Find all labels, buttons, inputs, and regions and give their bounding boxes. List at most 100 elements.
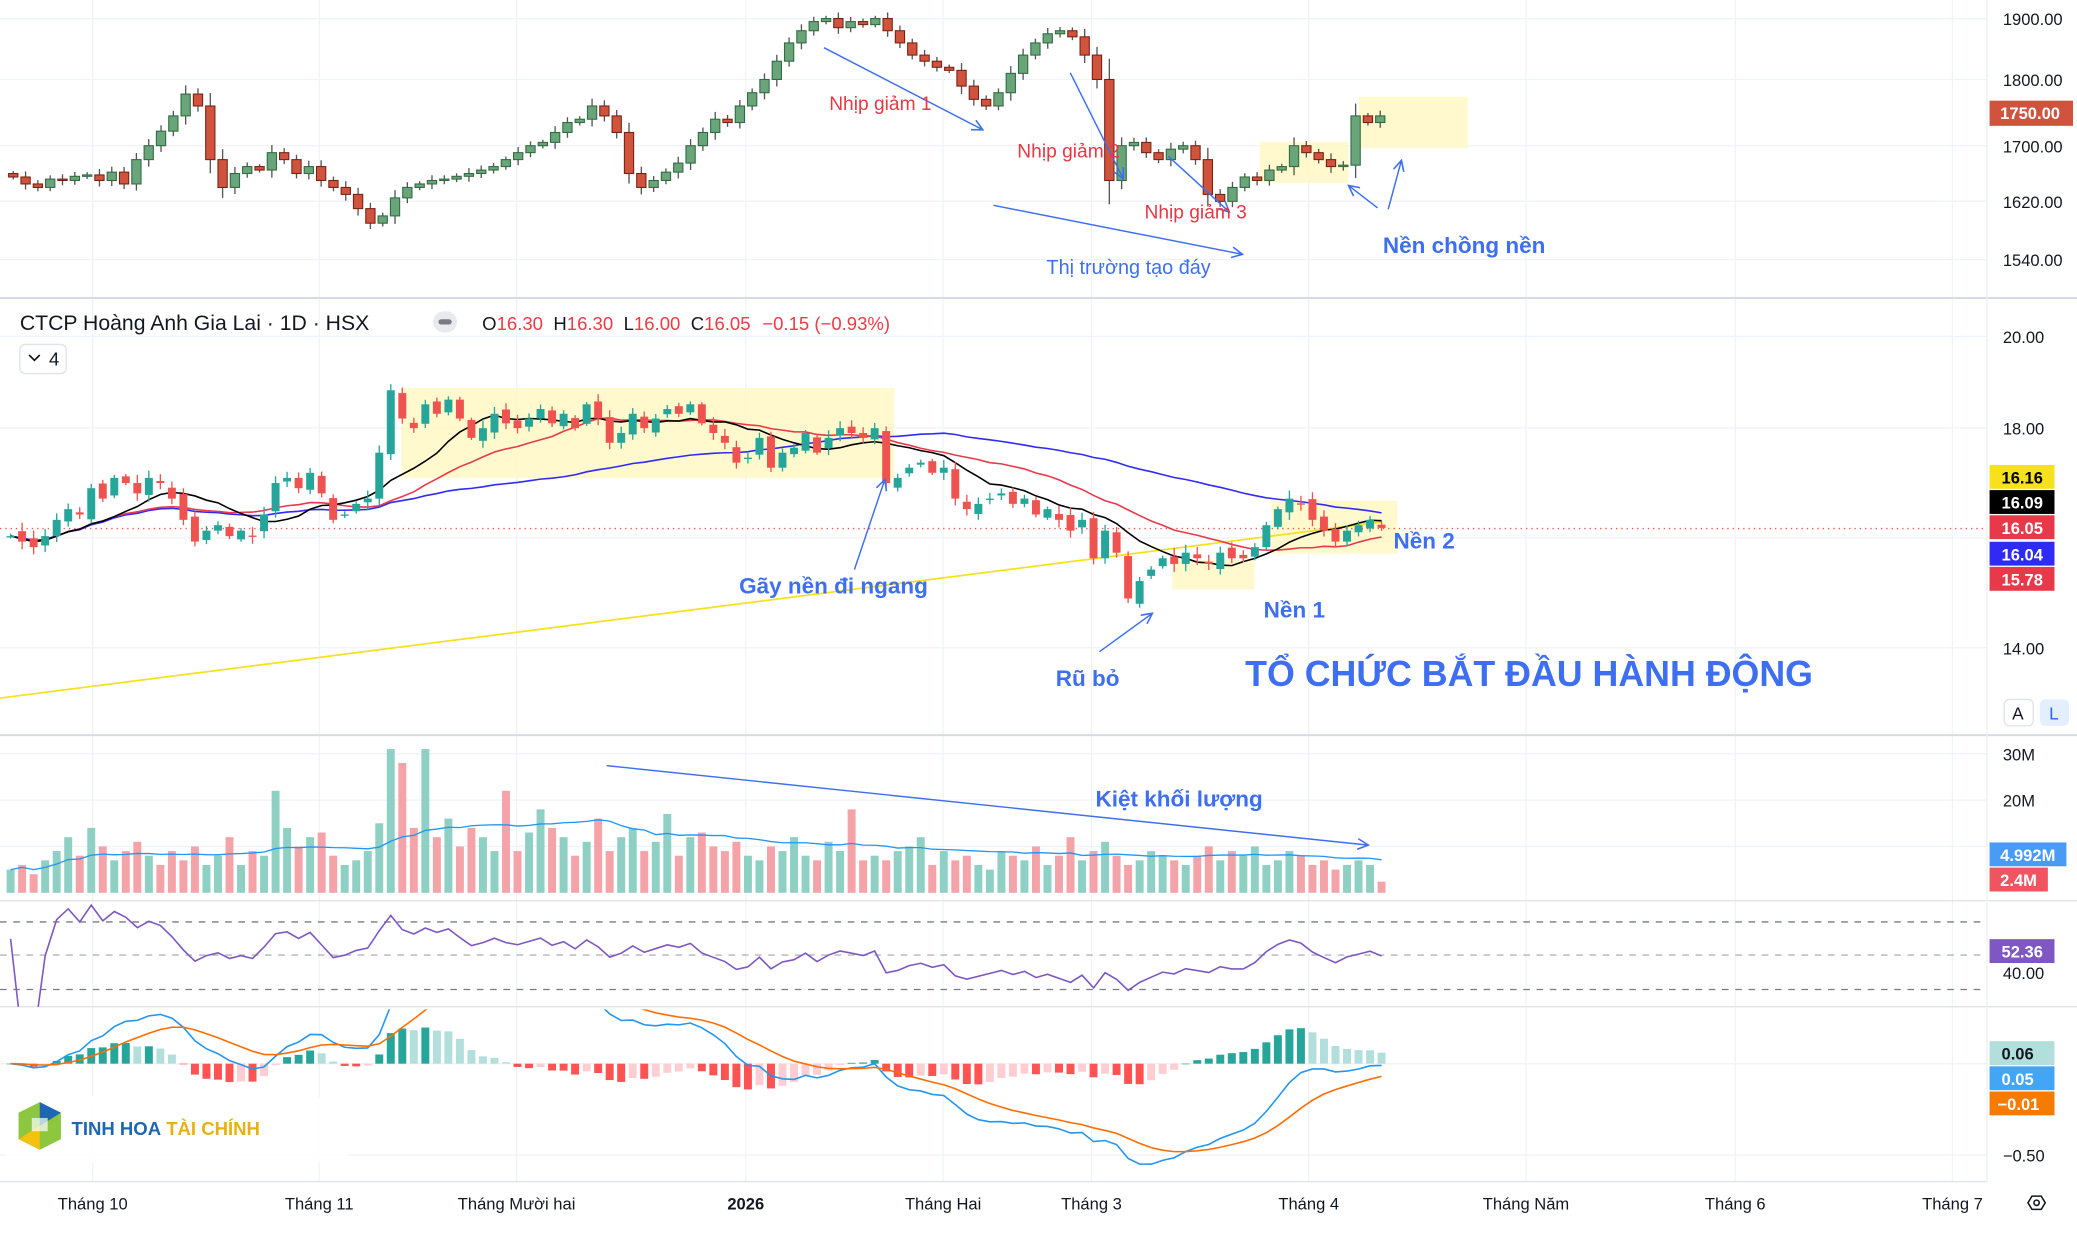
- chevron-down-icon: [28, 354, 41, 362]
- auto-scale-button[interactable]: A: [2003, 698, 2034, 727]
- candle: [1112, 532, 1121, 553]
- candle: [536, 409, 545, 419]
- candle: [939, 467, 948, 473]
- macd-histogram-bar: [1319, 1038, 1328, 1064]
- candle: [734, 105, 746, 124]
- price-axis[interactable]: 1900.00 1800.00 1700.00 1620.00 1540.00 …: [1989, 10, 2074, 1166]
- annotation-nen-chong-nen: Nền chồng nền: [1383, 233, 1545, 258]
- volume-bar: [732, 841, 741, 893]
- volume-bar: [1078, 860, 1087, 893]
- candle: [205, 105, 216, 161]
- volume-bar: [1319, 860, 1328, 893]
- macd-histogram-bar: [409, 1030, 418, 1064]
- volume-bar: [1204, 846, 1213, 893]
- macd-histogram-bar: [847, 1062, 856, 1064]
- macd-histogram-bar: [386, 1033, 395, 1064]
- macd-histogram-bar: [190, 1063, 199, 1075]
- macd-histogram-bar: [1043, 1063, 1052, 1073]
- candle: [8, 172, 19, 178]
- macd-histogram-bar: [375, 1054, 384, 1064]
- settings-icon[interactable]: [2027, 1195, 2047, 1211]
- arrow-ru-bo: [1099, 613, 1152, 653]
- candle: [110, 477, 119, 496]
- macd-histogram-bar: [997, 1063, 1006, 1079]
- volume-bar: [1285, 851, 1294, 893]
- volume-bar: [1239, 855, 1248, 893]
- volume-bar: [905, 846, 914, 893]
- volume-bar: [536, 809, 545, 893]
- macd-histogram-bar: [271, 1063, 280, 1066]
- volume-bar: [916, 837, 925, 893]
- volume-bar: [1170, 860, 1179, 893]
- macd-histogram-bar: [674, 1063, 683, 1072]
- candle: [648, 179, 659, 188]
- time-label: Tháng 6: [1705, 1194, 1766, 1213]
- macd-histogram-bar: [329, 1061, 338, 1064]
- macd-histogram-bar: [398, 1028, 407, 1064]
- candle: [476, 169, 487, 175]
- volume-bar: [432, 837, 441, 893]
- candle: [283, 477, 292, 482]
- candle: [133, 483, 142, 494]
- candle: [502, 409, 510, 424]
- macd-hist-badge: [1989, 1041, 2055, 1066]
- volume-bar: [1273, 860, 1282, 893]
- volume-bar: [398, 762, 407, 893]
- volume-bar: [329, 855, 338, 893]
- macd-histogram-bar: [1216, 1054, 1225, 1064]
- price-candles: [0, 384, 1386, 699]
- candle: [131, 159, 142, 185]
- candle: [660, 171, 672, 182]
- volume-bar: [847, 809, 856, 893]
- symbol-title[interactable]: CTCP Hoàng Anh Gia Lai · 1D · HSX: [20, 312, 369, 335]
- macd-histogram-bar: [248, 1063, 257, 1082]
- macd-histogram-bar: [213, 1063, 222, 1080]
- candle: [1178, 145, 1189, 150]
- volume-bar: [502, 790, 510, 893]
- candle: [686, 404, 695, 413]
- annotation-nhip-giam-1: Nhịp giảm 1: [829, 94, 931, 115]
- candle: [1054, 30, 1066, 35]
- indicators-collapse-button[interactable]: 4: [19, 343, 67, 375]
- candle: [75, 512, 84, 515]
- symbol-legend[interactable]: CTCP Hoàng Anh Gia Lai · 1D · HSX O16.30…: [19, 311, 890, 375]
- macd-histogram-bar: [559, 1063, 568, 1071]
- candle: [1288, 145, 1300, 168]
- macd-histogram-bar: [617, 1063, 626, 1082]
- candle: [1190, 145, 1201, 161]
- macd-histogram-bar: [548, 1063, 557, 1071]
- annotation-nen-1: Nền 1: [1264, 597, 1325, 622]
- candle: [6, 536, 15, 538]
- rsi-badge: [1989, 939, 2055, 964]
- candle: [1377, 524, 1386, 528]
- time-axis[interactable]: Tháng 10 Tháng 11 Tháng Mười hai 2026 Th…: [58, 1194, 1983, 1213]
- macd-histogram-bar: [1124, 1063, 1133, 1084]
- macd-histogram-bar: [133, 1046, 142, 1064]
- macd-histogram-bar: [444, 1031, 453, 1064]
- volume-bar: [156, 864, 165, 893]
- log-scale-button[interactable]: L: [2039, 699, 2070, 726]
- volume-bar: [617, 837, 626, 893]
- macd-histogram-bar: [421, 1027, 430, 1064]
- volume-bar: [1031, 846, 1040, 893]
- volume-bar: [1020, 860, 1029, 893]
- macd-histogram-bar: [121, 1043, 130, 1064]
- candle: [1067, 30, 1078, 38]
- annotation-to-chuc: TỔ CHỨC BẮT ĐẦU HÀNH ĐỘNG: [1245, 654, 1813, 694]
- volume-bar: [1066, 837, 1075, 893]
- macd-histogram-bar: [640, 1063, 649, 1079]
- macd-histogram-bar: [1193, 1060, 1202, 1064]
- macd-histogram-bar: [1262, 1042, 1271, 1064]
- volume-ma-line: [10, 819, 1382, 871]
- candle: [106, 171, 117, 182]
- candle: [451, 175, 462, 180]
- annotation-gay-nen: Gãy nền đi ngang: [739, 573, 928, 598]
- candle: [365, 208, 376, 224]
- candle: [1089, 518, 1098, 559]
- candle: [1181, 552, 1190, 564]
- volume-bar: [1181, 864, 1190, 893]
- candle: [857, 21, 869, 26]
- annotation-arrows: [606, 47, 1402, 845]
- button-label: A: [2012, 703, 2024, 723]
